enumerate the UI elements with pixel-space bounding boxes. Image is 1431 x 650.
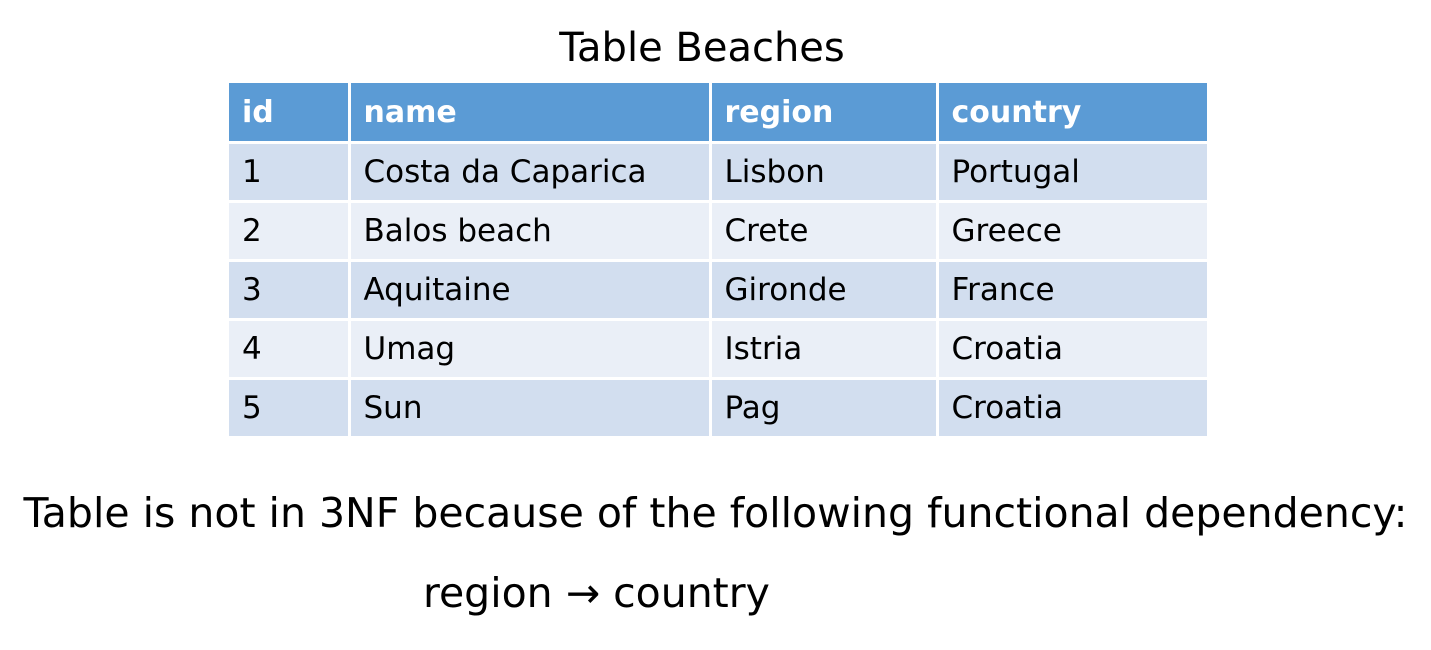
cell-region: Gironde [708,259,939,321]
header-country: country [935,83,1207,144]
cell-country: Croatia [935,377,1207,436]
cell-region: Istria [708,318,939,380]
cell-country: Portugal [935,141,1207,203]
cell-country: France [935,259,1207,321]
beaches-table: id name region country 1 Costa da Capari… [229,83,1207,436]
table-row: 4 Umag Istria Croatia [229,318,1207,380]
cell-id: 1 [229,141,351,203]
cell-name: Umag [347,318,712,380]
cell-id: 5 [229,377,351,436]
cell-country: Croatia [935,318,1207,380]
header-region: region [708,83,939,144]
cell-name: Sun [347,377,712,436]
table-row: 5 Sun Pag Croatia [229,377,1207,436]
table-title: Table Beaches [559,25,845,71]
cell-name: Aquitaine [347,259,712,321]
cell-name: Costa da Caparica [347,141,712,203]
cell-region: Lisbon [708,141,939,203]
header-id: id [229,83,351,144]
cell-name: Balos beach [347,200,712,262]
table-row: 3 Aquitaine Gironde France [229,259,1207,321]
table-header-row: id name region country [229,83,1207,144]
table-row: 1 Costa da Caparica Lisbon Portugal [229,141,1207,203]
header-name: name [347,83,712,144]
cell-country: Greece [935,200,1207,262]
functional-dependency: region → country [423,569,770,617]
cell-region: Crete [708,200,939,262]
normal-form-note: Table is not in 3NF because of the follo… [23,489,1408,537]
cell-id: 4 [229,318,351,380]
cell-id: 2 [229,200,351,262]
cell-region: Pag [708,377,939,436]
table-row: 2 Balos beach Crete Greece [229,200,1207,262]
cell-id: 3 [229,259,351,321]
